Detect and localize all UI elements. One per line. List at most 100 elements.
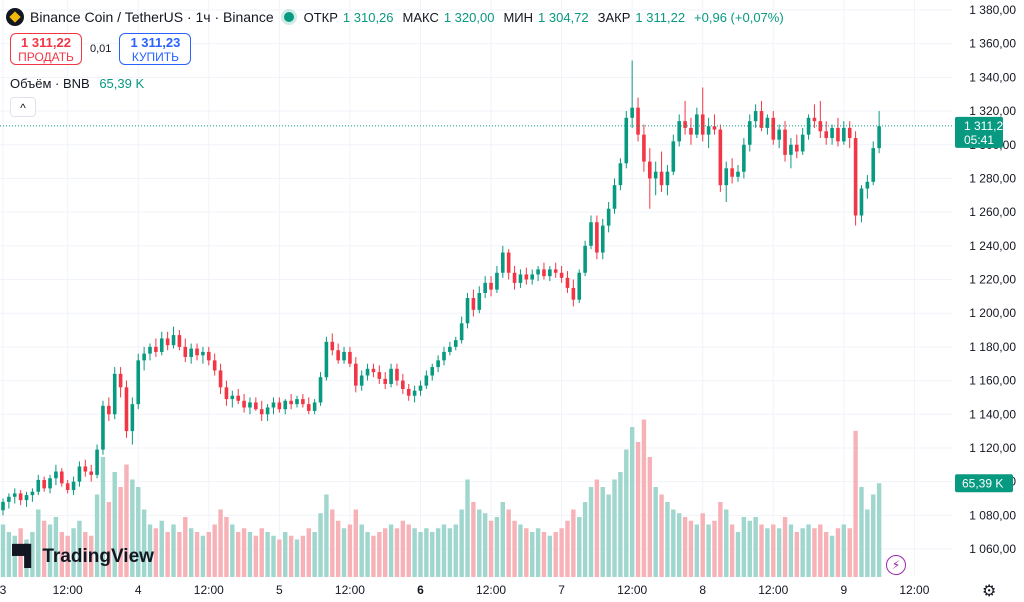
volume-legend[interactable]: Объём · BNB 65,39 K <box>10 76 144 91</box>
ohlc-high-label: МАКС <box>402 9 439 25</box>
y-tick-label: 1 380,00 <box>969 3 1016 17</box>
candle-body <box>618 163 623 186</box>
y-tick-label: 1 180,00 <box>969 340 1016 354</box>
volume-bar <box>94 494 100 577</box>
volume-bar <box>18 528 23 577</box>
candle-body <box>812 117 817 122</box>
volume-bar <box>206 532 211 577</box>
candle-body <box>836 127 840 142</box>
candle-body <box>430 367 435 376</box>
candle-body <box>559 272 564 278</box>
volume-bar <box>159 520 164 577</box>
y-tick-label: 1 160,00 <box>969 374 1016 388</box>
candle-body <box>159 338 164 352</box>
volume-bar <box>112 472 117 577</box>
volume-bar <box>600 487 605 577</box>
ohlc-readout: ОТКР 1 310,26 МАКС 1 320,00 МИН 1 304,72… <box>304 10 788 25</box>
y-tick-label: 1 120,00 <box>969 441 1016 455</box>
volume-bar <box>512 520 517 577</box>
volume-bar <box>677 513 682 577</box>
volume-bar <box>494 517 500 577</box>
candle-body <box>7 496 11 502</box>
tradingview-logo[interactable]: ▀▌ TradingView <box>12 545 154 568</box>
candle-body <box>695 114 699 135</box>
volume-bar <box>283 532 288 577</box>
buy-button[interactable]: 1 311,23 КУПИТЬ <box>119 33 192 65</box>
candle-body <box>677 121 681 142</box>
candle-body <box>348 351 352 364</box>
volume-bar <box>759 524 764 577</box>
volume-bar <box>89 535 94 577</box>
volume-bar <box>653 487 658 577</box>
ohlc-change-value: +0,96 (+0,07%) <box>694 9 784 25</box>
volume-bar <box>712 520 717 577</box>
last-price-label: 1 311,22 <box>964 119 1010 133</box>
volume-bar <box>177 532 182 577</box>
candle-body <box>383 378 387 384</box>
volume-bar <box>829 535 835 577</box>
symbol-title[interactable]: Binance Coin / TetherUS · 1ч · Binance <box>30 9 274 25</box>
candle-body <box>636 107 640 135</box>
candle-body <box>777 129 781 140</box>
x-tick-label: 12:00 <box>899 583 929 597</box>
volume-bar <box>659 494 664 577</box>
lightning-icon[interactable]: ⚡ <box>886 555 906 575</box>
candle-body <box>589 222 593 246</box>
y-tick-label: 1 060,00 <box>969 542 1016 556</box>
gear-icon[interactable]: ⚙ <box>982 583 997 600</box>
candle-body <box>747 121 752 145</box>
y-tick-label: 1 340,00 <box>969 70 1016 84</box>
candle-body <box>753 111 758 122</box>
volume-bar <box>806 524 811 577</box>
volume-bar <box>547 535 553 577</box>
candle-body <box>30 491 35 496</box>
candle-body <box>689 127 693 135</box>
candle-body <box>95 449 99 475</box>
last-price-marker <box>955 116 1003 148</box>
volume-bar <box>647 457 652 577</box>
volume-bar <box>394 528 400 577</box>
time-axis[interactable]: 3 12:00 4 12:00 5 12:00 6 12:00 7 12:00 8 12:00 9 12:… <box>0 583 930 597</box>
collapse-legend-button[interactable]: ^ <box>10 97 36 117</box>
volume-bar <box>65 535 70 577</box>
volume-bar <box>259 528 264 577</box>
candle-body <box>877 126 881 149</box>
volume-bar <box>694 524 700 577</box>
sell-label: ПРОДАТЬ <box>18 50 74 64</box>
volume-bar <box>624 449 629 577</box>
volume-bar <box>453 524 458 577</box>
candle-body <box>612 185 617 209</box>
sell-price: 1 311,22 <box>21 35 71 50</box>
candle-body <box>853 138 858 216</box>
candle-body <box>871 148 876 182</box>
candle-body <box>765 117 770 128</box>
volume-bar <box>577 517 582 577</box>
volume-bar <box>71 528 76 577</box>
candle-body <box>465 298 470 324</box>
sell-button[interactable]: 1 311,22 ПРОДАТЬ <box>10 33 82 65</box>
candle-body <box>512 272 517 283</box>
volume-bar <box>735 532 741 577</box>
candle-body <box>700 114 705 135</box>
candle-body <box>806 117 811 135</box>
volume-bar <box>506 509 511 577</box>
candle-body <box>842 127 846 142</box>
volume-bar <box>353 509 358 577</box>
volume-bar <box>136 487 141 577</box>
volume-bar <box>812 528 817 577</box>
volume-bar <box>130 479 135 577</box>
candle-body <box>583 245 587 273</box>
y-tick-label: 1 320,00 <box>969 104 1016 118</box>
volume-bar <box>383 528 388 577</box>
price-axis[interactable]: 1 380,001 360,001 340,001 320,001 300,00… <box>955 3 1016 556</box>
candle-body <box>542 269 546 277</box>
volume-bar <box>594 479 600 577</box>
volume-bar <box>824 532 829 577</box>
trade-panel: 1 311,22 ПРОДАТЬ 0,01 1 311,23 КУПИТЬ <box>10 33 192 65</box>
ohlc-low-value: 1 304,72 <box>538 9 589 25</box>
volume-bar <box>24 539 29 577</box>
volume-bar <box>30 532 35 577</box>
volume-bar <box>477 509 482 577</box>
volume-bar <box>835 528 841 577</box>
